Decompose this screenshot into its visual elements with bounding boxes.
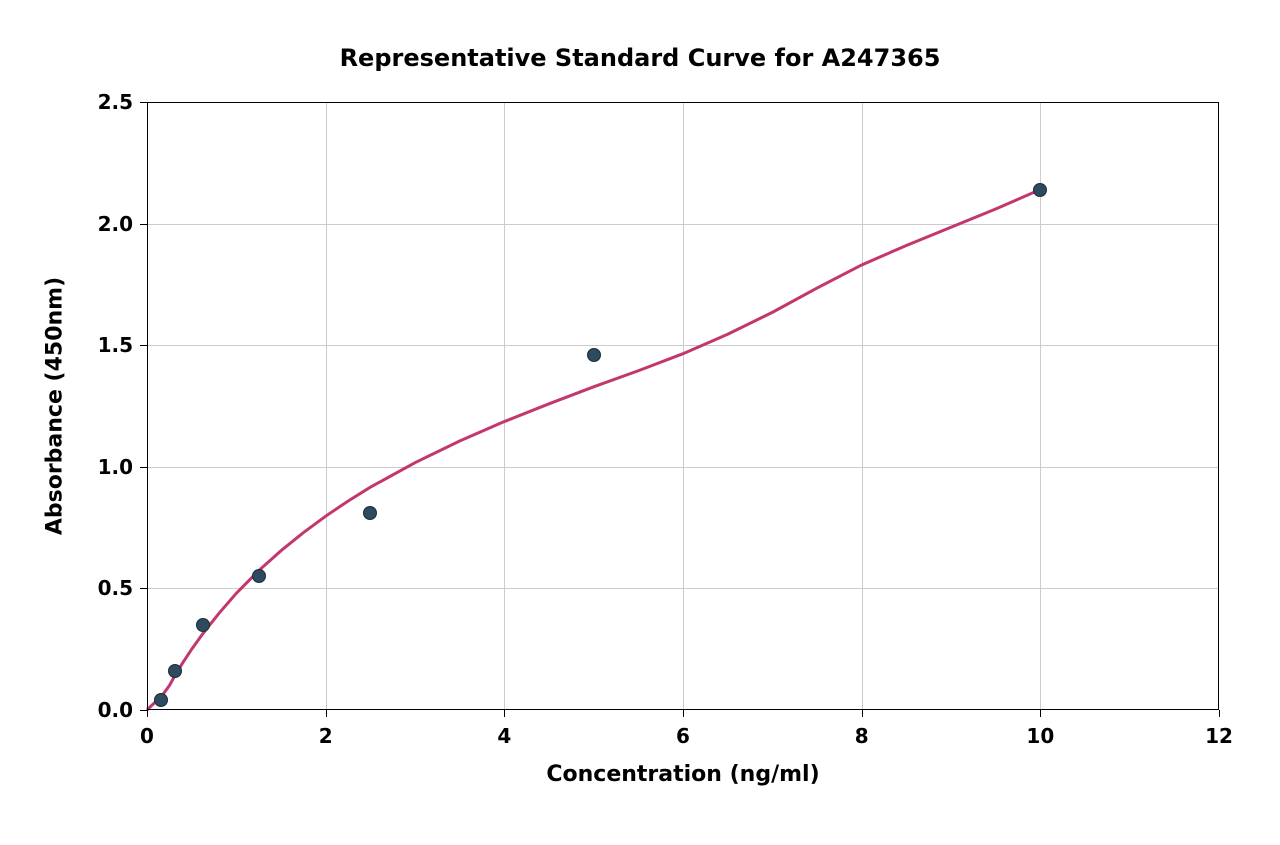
x-tick-mark <box>326 710 327 717</box>
y-tick-mark <box>140 710 147 711</box>
x-tick-label: 10 <box>1026 724 1054 748</box>
x-tick-label: 12 <box>1205 724 1233 748</box>
y-tick-mark <box>140 345 147 346</box>
y-tick-label: 0.0 <box>98 698 133 722</box>
x-tick-mark <box>1040 710 1041 717</box>
x-tick-label: 0 <box>140 724 154 748</box>
data-point-marker <box>1033 183 1047 197</box>
x-tick-label: 6 <box>676 724 690 748</box>
chart-title: Representative Standard Curve for A24736… <box>0 44 1280 72</box>
data-point-marker <box>196 618 210 632</box>
x-tick-mark <box>683 710 684 717</box>
y-tick-mark <box>140 588 147 589</box>
y-tick-label: 0.5 <box>98 576 133 600</box>
data-point-marker <box>363 506 377 520</box>
x-tick-label: 8 <box>855 724 869 748</box>
x-tick-label: 4 <box>497 724 511 748</box>
data-point-marker <box>154 693 168 707</box>
data-point-marker <box>587 348 601 362</box>
y-tick-mark <box>140 224 147 225</box>
y-axis-label: Absorbance (450nm) <box>43 277 68 535</box>
x-tick-mark <box>1219 710 1220 717</box>
x-tick-mark <box>504 710 505 717</box>
y-tick-label: 1.5 <box>98 333 133 357</box>
x-axis-label: Concentration (ng/ml) <box>546 762 819 787</box>
fitted-curve <box>147 102 1219 710</box>
y-tick-mark <box>140 102 147 103</box>
data-point-marker <box>168 664 182 678</box>
x-tick-label: 2 <box>319 724 333 748</box>
plot-area <box>147 102 1219 710</box>
standard-curve-chart: Representative Standard Curve for A24736… <box>0 0 1280 845</box>
x-tick-mark <box>147 710 148 717</box>
y-tick-label: 1.0 <box>98 455 133 479</box>
y-tick-label: 2.5 <box>98 90 133 114</box>
y-tick-label: 2.0 <box>98 212 133 236</box>
y-tick-mark <box>140 467 147 468</box>
x-tick-mark <box>862 710 863 717</box>
data-point-marker <box>252 569 266 583</box>
